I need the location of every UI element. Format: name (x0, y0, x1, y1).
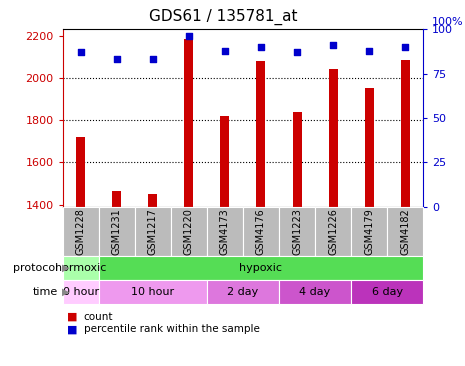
Bar (279, 280, 351, 304)
Bar (351, 280, 423, 304)
Text: 100%: 100% (432, 16, 463, 26)
Point (149, 56, 157, 62)
Text: GSM1231: GSM1231 (112, 208, 122, 255)
Text: protocol: protocol (13, 263, 58, 273)
Bar (279, 207, 315, 256)
Bar (171, 207, 207, 256)
Text: 0 hour: 0 hour (63, 287, 99, 297)
Text: GSM1220: GSM1220 (184, 208, 194, 255)
Text: time: time (33, 287, 58, 297)
Bar (99, 280, 207, 304)
Bar (257, 61, 266, 207)
Text: percentile rank within the sample: percentile rank within the sample (84, 324, 259, 335)
Bar (387, 207, 423, 256)
Text: 2 day: 2 day (227, 287, 259, 297)
Text: 10 hour: 10 hour (131, 287, 174, 297)
Bar (63, 280, 99, 304)
Bar (207, 280, 279, 304)
Bar (401, 60, 410, 207)
Point (77, 49, 85, 55)
Text: 6 day: 6 day (372, 287, 403, 297)
Bar (99, 207, 135, 256)
Text: GSM4176: GSM4176 (256, 208, 266, 255)
Text: ■: ■ (67, 324, 78, 335)
Point (365, 48, 373, 53)
Text: GSM4182: GSM4182 (400, 208, 410, 255)
Bar (365, 89, 373, 207)
Bar (315, 207, 351, 256)
Text: GDS61 / 135781_at: GDS61 / 135781_at (149, 9, 298, 25)
Bar (76, 137, 85, 207)
Text: ■: ■ (67, 311, 78, 322)
Bar (63, 207, 99, 256)
Text: normoxic: normoxic (55, 263, 106, 273)
Point (185, 33, 193, 39)
Bar (243, 207, 279, 256)
Bar (220, 116, 229, 207)
Text: count: count (84, 311, 113, 322)
Bar (135, 207, 171, 256)
Bar (207, 207, 243, 256)
Point (221, 48, 229, 53)
Bar (351, 207, 387, 256)
Point (329, 42, 337, 48)
Point (113, 56, 120, 62)
Bar (185, 39, 193, 207)
Text: ▶: ▶ (62, 287, 69, 297)
Text: GSM1226: GSM1226 (328, 208, 338, 255)
Text: GSM1217: GSM1217 (148, 208, 158, 255)
Bar (148, 194, 157, 207)
Point (293, 49, 301, 55)
Point (401, 44, 409, 50)
Bar (329, 70, 338, 207)
Text: 4 day: 4 day (299, 287, 331, 297)
Bar (292, 112, 301, 207)
Text: GSM1223: GSM1223 (292, 208, 302, 255)
Point (257, 44, 265, 50)
Bar (63, 256, 99, 280)
Text: GSM4179: GSM4179 (364, 208, 374, 255)
Text: GSM4173: GSM4173 (220, 208, 230, 255)
Text: ▶: ▶ (62, 263, 69, 273)
Bar (113, 191, 121, 207)
Text: GSM1228: GSM1228 (76, 208, 86, 255)
Text: hypoxic: hypoxic (239, 263, 282, 273)
